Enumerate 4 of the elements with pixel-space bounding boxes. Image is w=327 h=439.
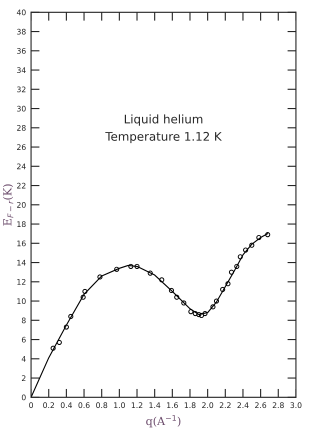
annotation: Temperature 1.12 K [105,132,222,144]
y-axis-title: E$_{F−r}$(K) [2,184,14,226]
x-axis-title: q(A$^{−1}$) [146,415,180,428]
annotation: Liquid helium [124,114,202,126]
